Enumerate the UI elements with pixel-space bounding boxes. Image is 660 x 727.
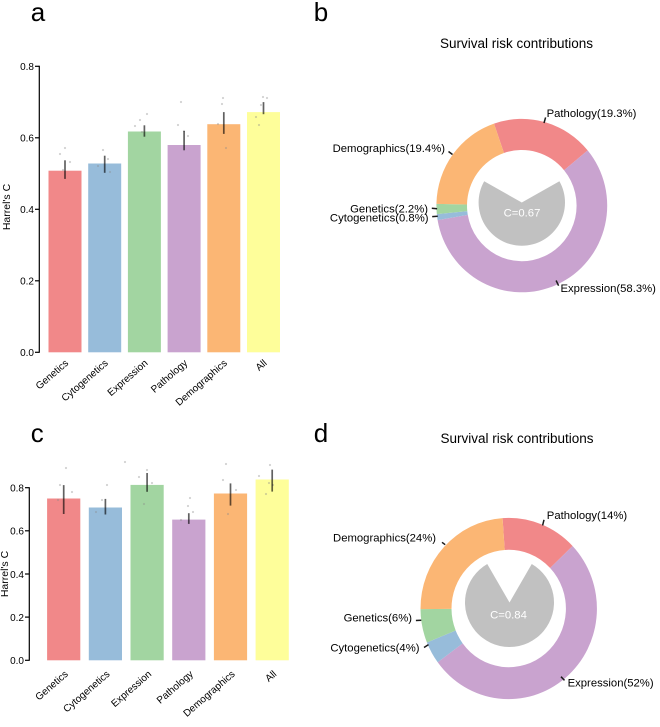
svg-text:Pathology(14%): Pathology(14%) [547, 510, 628, 522]
svg-text:0.0: 0.0 [20, 348, 34, 359]
svg-text:0.0: 0.0 [10, 656, 24, 667]
svg-text:Expression(58.3%): Expression(58.3%) [561, 283, 657, 295]
svg-text:d: d [314, 418, 328, 448]
svg-text:a: a [31, 0, 46, 27]
svg-text:0.8: 0.8 [10, 484, 24, 495]
svg-text:Demographics(19.4%): Demographics(19.4%) [333, 143, 446, 155]
svg-text:b: b [314, 0, 328, 27]
svg-text:C=0.84: C=0.84 [490, 610, 527, 622]
svg-text:C=0.67: C=0.67 [504, 208, 541, 220]
svg-text:0.6: 0.6 [10, 527, 24, 538]
svg-text:0.4: 0.4 [10, 570, 24, 581]
svg-text:Cytogenetics(4%): Cytogenetics(4%) [330, 643, 419, 655]
svg-text:0.6: 0.6 [20, 134, 34, 145]
svg-text:c: c [31, 418, 44, 448]
svg-text:Survival risk contributions: Survival risk contributions [440, 36, 593, 51]
svg-text:Expression(52%): Expression(52%) [568, 678, 654, 690]
svg-text:Harrel's C: Harrel's C [1, 183, 13, 230]
svg-text:Pathology(19.3%): Pathology(19.3%) [547, 108, 637, 120]
svg-text:Genetics(6%): Genetics(6%) [344, 612, 413, 624]
svg-text:0.2: 0.2 [20, 277, 34, 288]
svg-text:Survival risk contributions: Survival risk contributions [440, 431, 593, 446]
svg-text:0.2: 0.2 [10, 613, 24, 624]
svg-text:Demographics(24%): Demographics(24%) [333, 533, 436, 545]
svg-text:0.8: 0.8 [20, 62, 34, 73]
svg-text:Harrel's C: Harrel's C [0, 550, 11, 597]
svg-text:0.4: 0.4 [20, 205, 34, 216]
svg-text:Cytogenetics(0.8%): Cytogenetics(0.8%) [330, 213, 429, 225]
